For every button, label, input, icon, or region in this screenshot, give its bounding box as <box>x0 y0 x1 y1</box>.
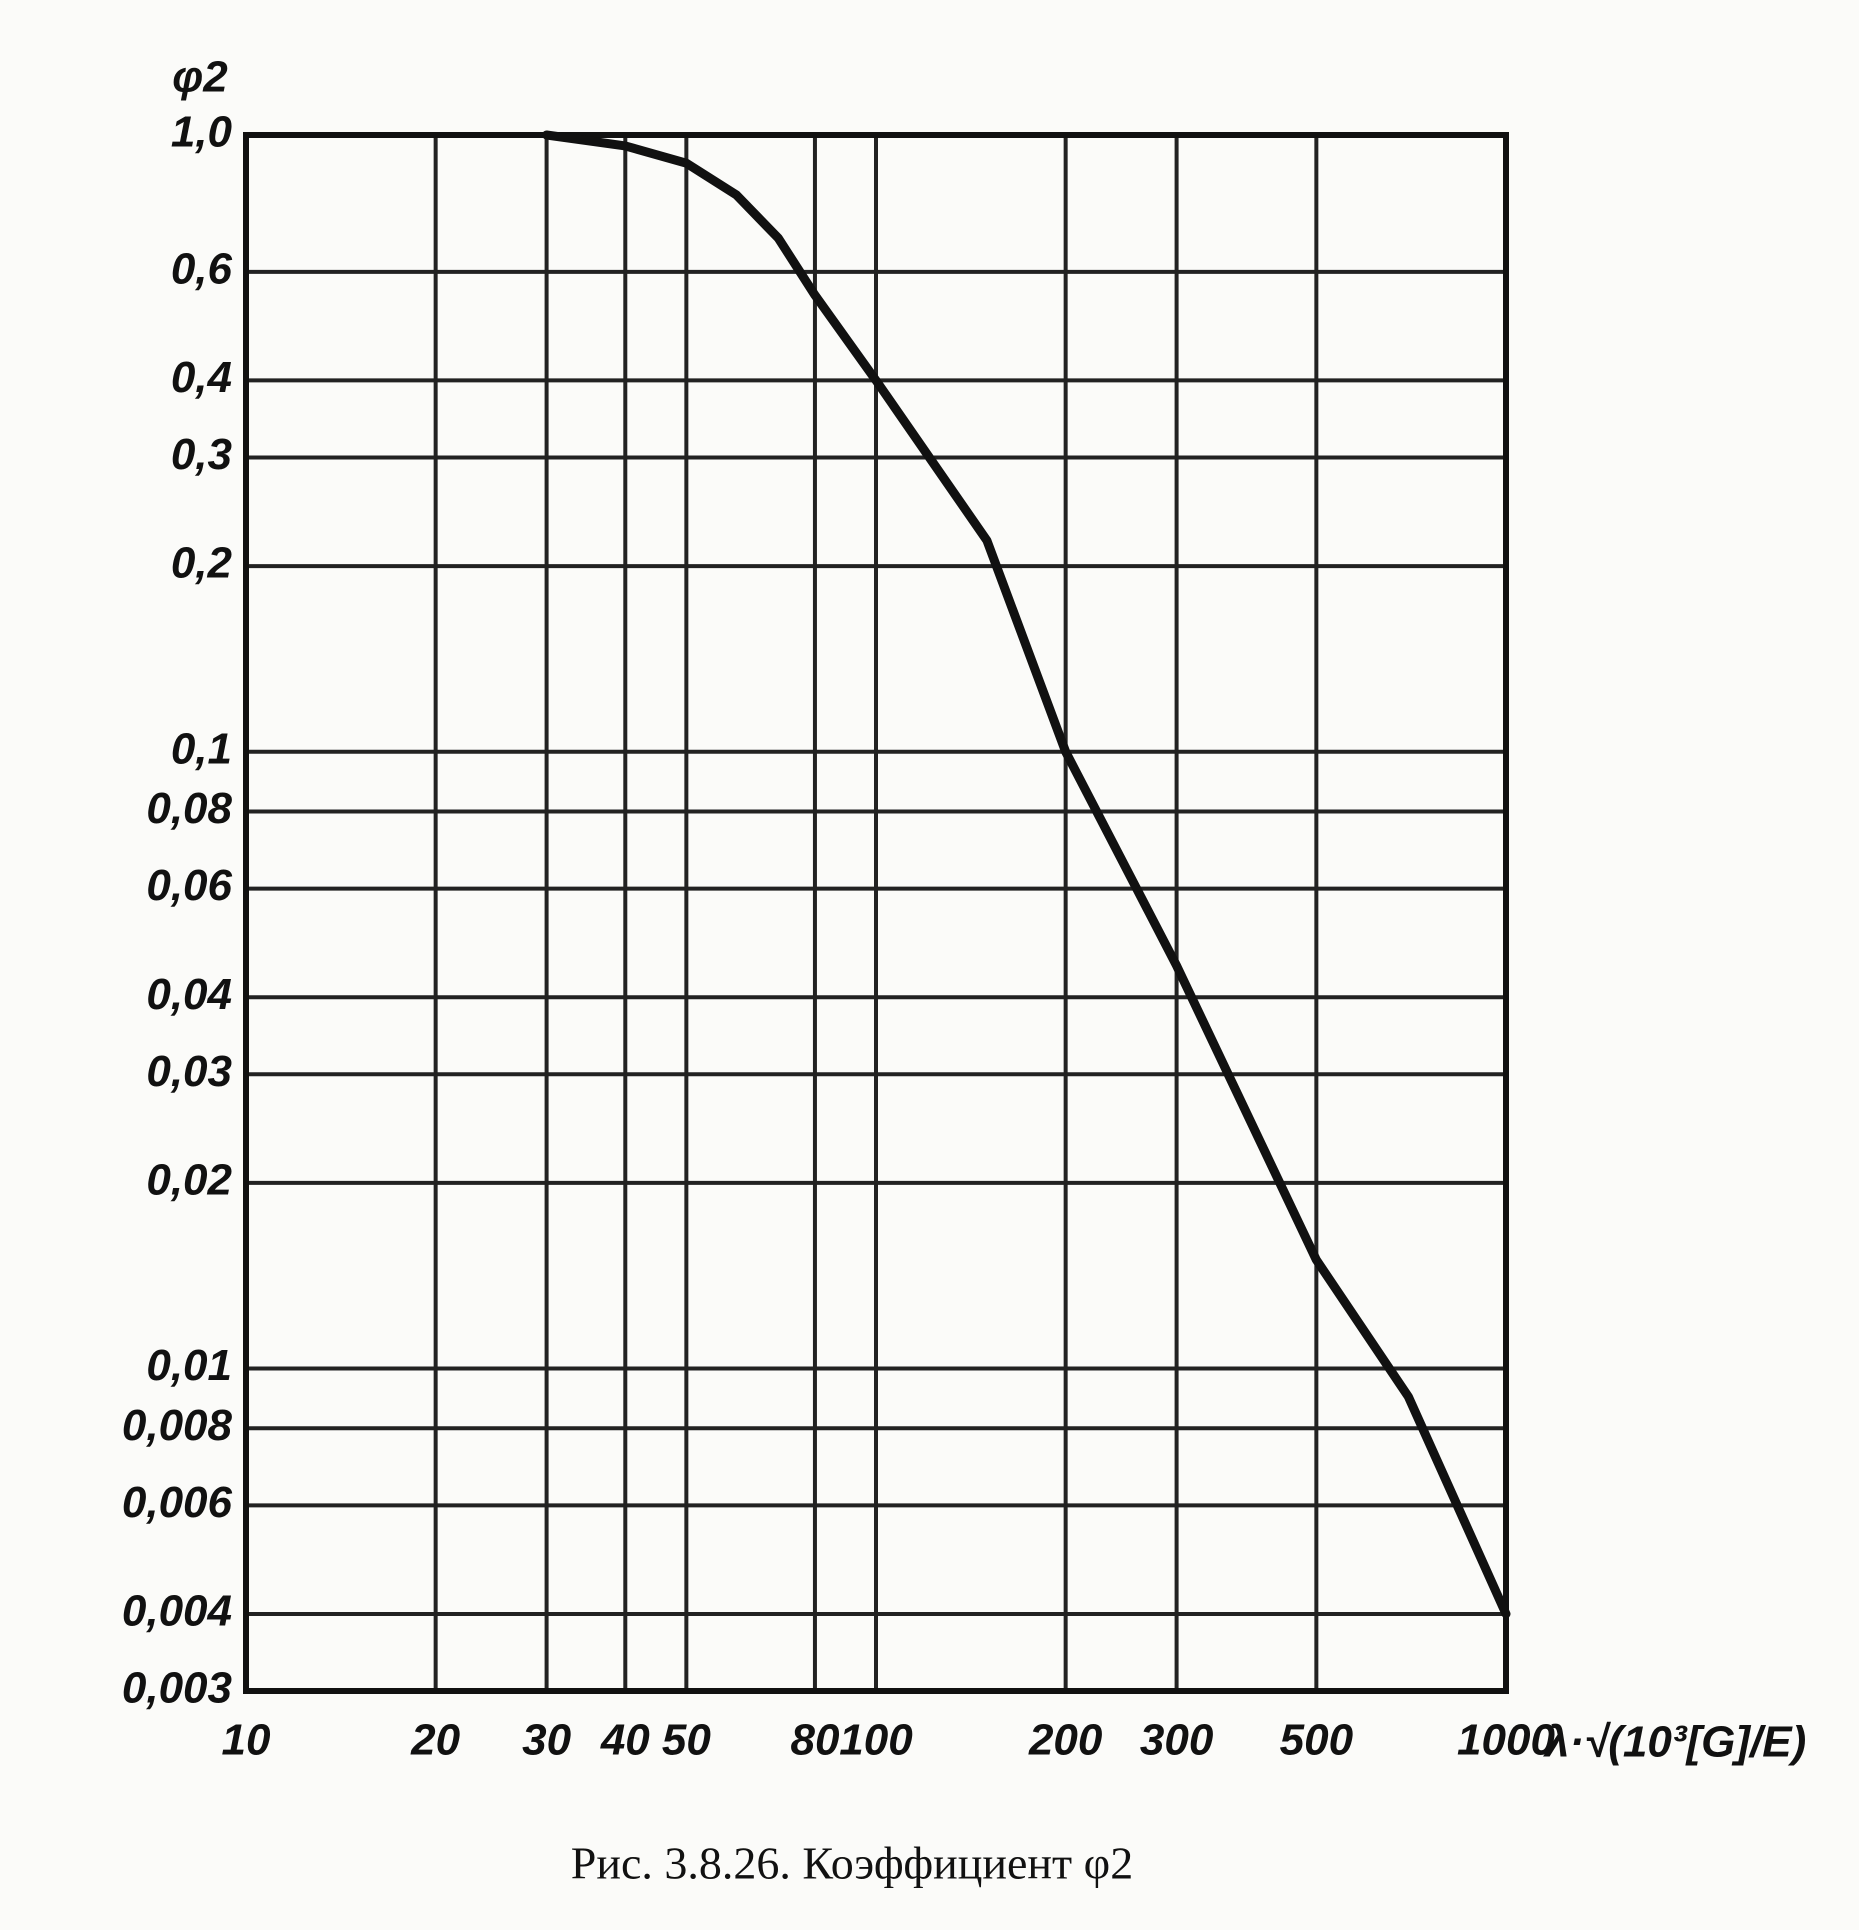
y-axis-label: φ2 <box>172 53 228 102</box>
y-tick-label: 0,1 <box>171 724 232 773</box>
y-tick-label: 0,004 <box>122 1587 232 1636</box>
x-tick-label: 20 <box>410 1716 460 1765</box>
y-tick-label: 0,02 <box>146 1155 232 1204</box>
x-tick-label: 200 <box>1028 1716 1103 1765</box>
y-tick-label: 0,08 <box>146 784 232 833</box>
x-tick-label: 80 <box>790 1716 839 1765</box>
plot-frame <box>243 132 1509 1694</box>
y-tick-label: 0,2 <box>171 539 233 588</box>
y-tick-label: 0,6 <box>171 244 233 293</box>
x-tick-label: 40 <box>600 1716 650 1765</box>
y-tick-label: 0,003 <box>122 1664 232 1713</box>
x-tick-label: 500 <box>1280 1716 1354 1765</box>
x-tick-label: 10 <box>222 1716 271 1765</box>
x-tick-label: 30 <box>522 1716 571 1765</box>
y-tick-label: 0,04 <box>146 970 232 1019</box>
y-tick-label: 0,06 <box>146 861 232 910</box>
chart-title: Рис. 3.8.26. Коэффициент φ2 <box>571 1838 1133 1889</box>
y-tick-label: 0,3 <box>171 430 232 479</box>
y-tick-label: 1,0 <box>171 108 233 157</box>
y-tick-label: 0,03 <box>146 1047 232 1096</box>
y-tick-label: 0,008 <box>122 1401 233 1450</box>
y-tick-label: 0,006 <box>122 1478 233 1527</box>
x-tick-label: 300 <box>1140 1716 1214 1765</box>
y-tick-label: 0,4 <box>171 353 232 402</box>
x-tick-label: 1000 <box>1457 1716 1555 1765</box>
line <box>542 130 1511 1619</box>
x-axis-label: λ·√(10³[G]/E) <box>1543 1718 1806 1767</box>
x-tick-label: 50 <box>662 1716 711 1765</box>
y-tick-label: 0,01 <box>146 1341 232 1390</box>
x-tick-label: 100 <box>839 1716 913 1765</box>
